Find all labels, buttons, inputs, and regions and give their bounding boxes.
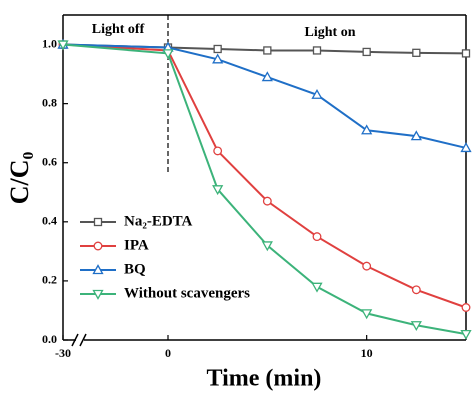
marker (92, 289, 104, 300)
marker (361, 124, 373, 135)
annotation: Light on (305, 25, 356, 40)
y-tick-label: 0.2 (42, 273, 57, 287)
marker (461, 49, 471, 58)
annotation: Light off (92, 22, 145, 37)
marker (362, 261, 372, 271)
marker (262, 196, 272, 206)
y-tick-label: 0.4 (42, 214, 57, 228)
legend-label: Without scavengers (124, 285, 250, 301)
legend-label: Na₂-EDTA (124, 213, 193, 229)
marker (261, 241, 273, 252)
y-tick-label: 0.0 (42, 332, 57, 346)
x-tick-label: -30 (55, 346, 71, 360)
series-line (62, 43, 467, 55)
x-tick-label: 0 (165, 346, 171, 360)
marker (57, 40, 69, 51)
marker (213, 44, 222, 54)
marker (162, 49, 174, 60)
marker (261, 71, 273, 82)
x-tick-label: 10 (361, 346, 373, 360)
legend-label: IPA (124, 237, 149, 253)
marker (263, 46, 272, 55)
marker (461, 303, 471, 312)
marker (93, 241, 103, 251)
marker (213, 146, 223, 156)
legend-label: BQ (124, 261, 146, 277)
marker (212, 53, 224, 64)
series-line (62, 43, 467, 336)
x-axis-label: Time (min) (207, 366, 322, 392)
marker (311, 88, 323, 99)
marker (311, 282, 323, 293)
series-line (62, 43, 467, 309)
marker (411, 285, 421, 295)
y-tick-label: 1.0 (42, 36, 57, 50)
y-tick-label: 0.8 (42, 95, 57, 109)
marker (412, 48, 421, 57)
marker (362, 47, 371, 57)
axis-break (71, 333, 87, 347)
marker (92, 264, 104, 275)
marker (312, 46, 322, 55)
marker (460, 142, 472, 153)
series-line (62, 43, 467, 149)
marker (93, 217, 103, 227)
marker (212, 185, 224, 196)
marker (410, 321, 422, 332)
marker (361, 309, 373, 320)
marker (410, 130, 422, 141)
marker (460, 329, 472, 340)
y-tick-label: 0.6 (42, 154, 57, 168)
y-axis-label: C/C₀ (5, 152, 34, 205)
marker (312, 232, 322, 242)
